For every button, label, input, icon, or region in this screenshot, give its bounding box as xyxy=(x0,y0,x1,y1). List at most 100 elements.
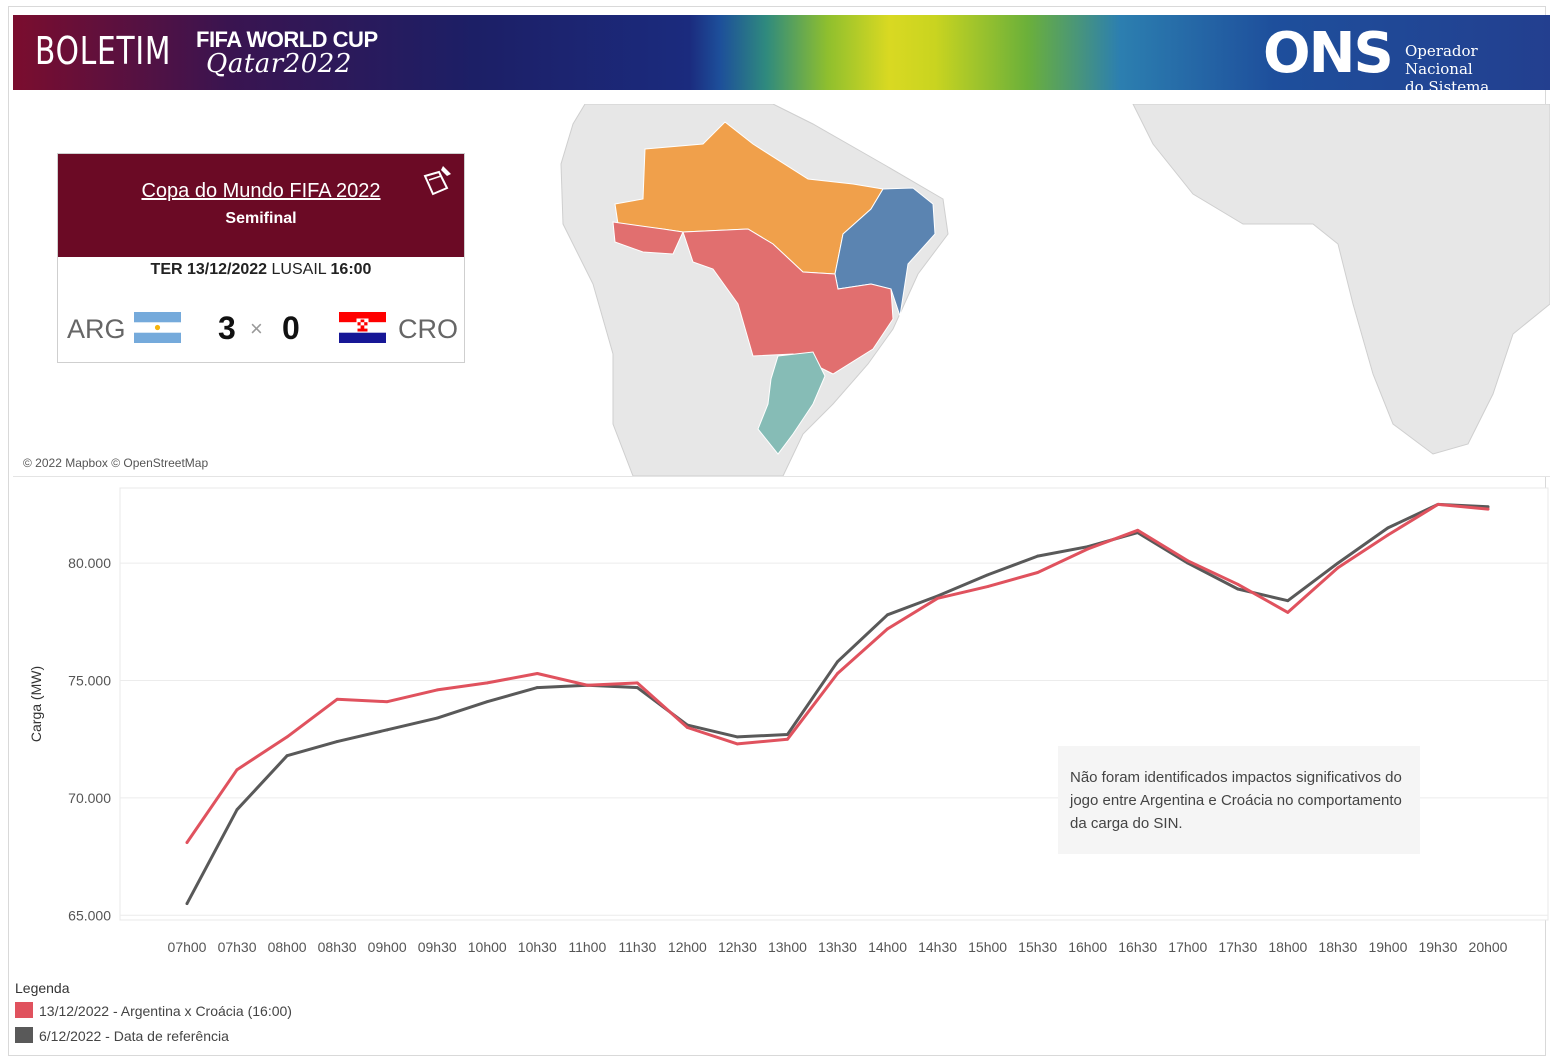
y-tick-label: 65.000 xyxy=(68,907,111,923)
home-team: ARG xyxy=(67,314,126,344)
series-2-point xyxy=(1286,599,1290,603)
x-tick-label: 10h30 xyxy=(518,939,557,955)
x-tick-label: 11h00 xyxy=(568,939,606,955)
x-tick-label: 12h30 xyxy=(718,939,757,955)
x-tick-label: 17h00 xyxy=(1168,939,1207,955)
x-tick-label: 08h30 xyxy=(318,939,357,955)
org-name-line1: Operador Nacional xyxy=(1405,42,1478,78)
legend-label-series-1: 13/12/2022 - Argentina x Croácia (16:00) xyxy=(39,1003,292,1019)
map-attribution[interactable]: © 2022 Mapbox © OpenStreetMap xyxy=(23,456,209,470)
series-2-point xyxy=(1386,526,1390,530)
legend-swatch-series-1 xyxy=(15,1002,33,1018)
x-tick-label: 15h00 xyxy=(968,939,1007,955)
series-2-point xyxy=(736,735,739,739)
series-2-point xyxy=(986,573,990,577)
header-banner: BOLETIM FIFA WORLD CUP Qatar2022 ONS Ope… xyxy=(13,15,1550,90)
x-tick-label: 11h30 xyxy=(618,939,656,955)
legend-label-series-2: 6/12/2022 - Data de referência xyxy=(39,1028,229,1044)
x-tick-label: 16h00 xyxy=(1068,939,1107,955)
series-1-point xyxy=(1086,547,1090,551)
x-tick-label: 09h30 xyxy=(418,939,457,955)
score-separator: × xyxy=(250,316,263,341)
x-tick-label: 10h00 xyxy=(468,939,507,955)
series-1-point xyxy=(535,672,539,675)
series-1-point xyxy=(1186,559,1190,563)
home-score: 3 xyxy=(218,310,236,346)
x-tick-label: 18h30 xyxy=(1318,939,1357,955)
chart-annotation-box: Não foram identificados impactos signifi… xyxy=(1058,746,1420,854)
map-svg xyxy=(560,104,1550,476)
x-tick-label: 14h00 xyxy=(868,939,907,955)
series-2-point xyxy=(1336,561,1340,565)
series-2-point xyxy=(535,686,539,689)
y-tick-label: 70.000 xyxy=(68,790,111,806)
load-line-chart[interactable]: 65.000 70.000 75.000 80.000 07h00 07h30 08h00 0… xyxy=(0,480,1550,980)
boletim-title: BOLETIM xyxy=(35,29,172,73)
series-1-point xyxy=(1036,571,1040,574)
x-tick-label: 17h30 xyxy=(1218,939,1257,955)
x-tick-label: 13h00 xyxy=(768,939,807,955)
x-tick-label: 20h00 xyxy=(1469,939,1508,955)
event-logo-subtitle: Qatar2022 xyxy=(206,49,352,79)
match-card: Copa do Mundo FIFA 2022 Semifinal TER 13… xyxy=(57,153,465,363)
series-2-point xyxy=(485,700,489,704)
series-2-point xyxy=(1486,505,1490,509)
series-1-point xyxy=(886,627,889,631)
argentina-flag-icon xyxy=(134,312,181,343)
pin-icon[interactable] xyxy=(417,162,457,202)
series-1-point xyxy=(1236,582,1240,586)
x-tick-label: 18h00 xyxy=(1268,939,1307,955)
away-score: 0 xyxy=(282,310,300,346)
away-team: CRO xyxy=(398,314,458,344)
series-1-point xyxy=(485,681,489,685)
legend-title: Legenda xyxy=(15,980,70,996)
event-logo-title: FIFA WORLD CUP xyxy=(196,27,378,52)
org-name: Operador Nacional do Sistema Elétrico xyxy=(1405,42,1550,90)
region-acre-rondonia[interactable] xyxy=(612,221,684,255)
series-1-point xyxy=(335,697,339,701)
series-1-point xyxy=(986,585,990,589)
y-tick-label: 75.000 xyxy=(68,673,111,689)
series-1-point xyxy=(1386,533,1390,537)
plot-area xyxy=(119,487,1549,921)
region-sul[interactable] xyxy=(757,351,826,455)
series-2-point xyxy=(285,754,289,758)
series-2-point xyxy=(1036,554,1040,558)
series-2-point xyxy=(886,613,889,617)
series-2-point xyxy=(385,728,389,732)
series-2-point xyxy=(185,902,189,905)
chart-annotation: Não foram identificados impactos signifi… xyxy=(1070,769,1402,832)
match-card-header: Copa do Mundo FIFA 2022 Semifinal xyxy=(58,154,464,257)
series-1-point xyxy=(1486,507,1490,511)
y-axis-label: Carga (MW) xyxy=(28,666,44,742)
series-1-point xyxy=(685,726,689,729)
x-tick-label: 19h00 xyxy=(1368,939,1407,955)
legend-item-series-1[interactable]: 13/12/2022 - Argentina x Croácia (16:00) xyxy=(15,1002,292,1019)
x-tick-label: 19h30 xyxy=(1418,939,1457,955)
legend-item-series-2[interactable]: 6/12/2022 - Data de referência xyxy=(15,1027,229,1044)
match-day: TER xyxy=(150,261,183,278)
region-sudeste-centro-oeste[interactable] xyxy=(682,228,894,375)
series-1-point xyxy=(235,768,239,772)
series-1-point xyxy=(285,735,289,739)
africa-landmass xyxy=(1132,104,1550,455)
match-time: 16:00 xyxy=(330,261,372,278)
x-tick-label: 12h00 xyxy=(668,939,707,955)
match-stage: Semifinal xyxy=(225,210,297,227)
x-tick-label: 09h00 xyxy=(368,939,407,955)
series-1-point xyxy=(1136,528,1140,532)
series-2-point xyxy=(786,733,789,736)
legend-swatch-series-2 xyxy=(15,1027,33,1043)
series-2-point xyxy=(435,716,439,720)
series-1-point xyxy=(836,672,839,675)
series-2-point xyxy=(335,740,339,743)
x-tick-label: 15h30 xyxy=(1018,939,1057,955)
y-tick-label: 80.000 xyxy=(68,555,111,571)
x-tick-label: 07h30 xyxy=(218,939,257,955)
org-logo: ONS xyxy=(1263,21,1394,86)
match-info: TER 13/12/2022 LUSAIL 16:00 xyxy=(58,261,464,279)
series-2-point xyxy=(836,660,839,664)
series-2-point xyxy=(235,808,239,812)
match-title-link[interactable]: Copa do Mundo FIFA 2022 xyxy=(141,180,381,202)
match-venue: LUSAIL xyxy=(271,261,327,278)
